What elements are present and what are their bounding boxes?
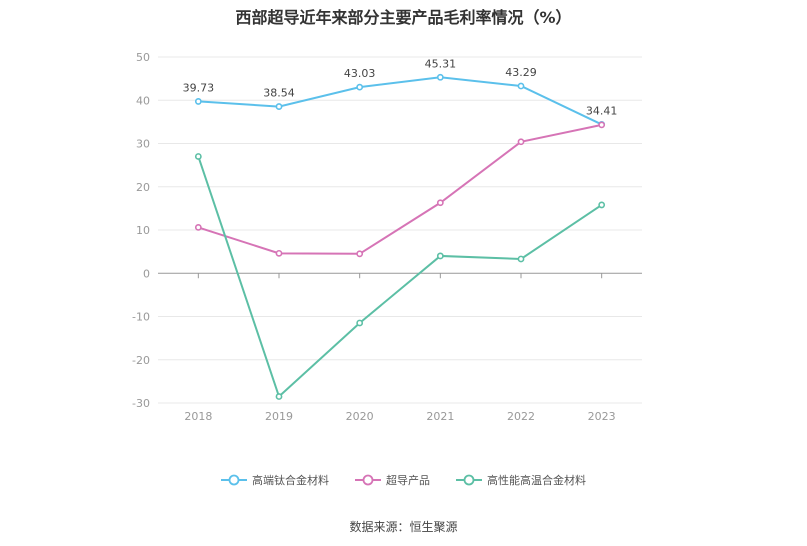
data-point [275, 393, 283, 400]
data-label: 39.73 [183, 81, 215, 94]
series-line [197, 156, 603, 399]
legend-item[interactable]: 高端钛合金材料 [221, 472, 329, 488]
x-tick-label: 2022 [507, 410, 535, 423]
chart-title: 西部超导近年来部分主要产品毛利率情况（%） [235, 8, 572, 27]
legend-swatch-marker [362, 474, 374, 486]
data-point [356, 319, 364, 327]
grid-lines [158, 56, 642, 404]
x-tick-label: 2020 [346, 410, 374, 423]
x-tick-label: 2021 [426, 410, 454, 423]
series-line [198, 123, 602, 255]
legend-item[interactable]: 超导产品 [355, 472, 430, 488]
y-tick-label: 30 [136, 138, 150, 151]
y-tick-label: 20 [136, 181, 150, 194]
data-label: 43.29 [505, 66, 537, 79]
data-point [517, 255, 525, 263]
x-tick-label: 2018 [184, 410, 212, 423]
legend-swatch-marker [463, 474, 475, 486]
data-point [356, 250, 364, 258]
series-line [198, 76, 603, 126]
data-point [356, 83, 364, 91]
data-point [194, 153, 202, 160]
legend-label: 超导产品 [386, 474, 430, 487]
data-point [194, 224, 202, 231]
y-tick-label: 10 [136, 224, 150, 237]
y-tick-label: -30 [132, 397, 150, 410]
legend-swatch [456, 474, 482, 486]
data-point [275, 249, 283, 257]
legend-swatch [221, 474, 247, 486]
y-tick-label: -20 [132, 354, 150, 367]
data-point [275, 103, 283, 110]
axes: 50 40 30 20 10 0 -10 -20 -30 2018 2019 2020 2021 2022… [132, 51, 642, 423]
series-lines [194, 73, 606, 400]
data-point [436, 199, 444, 207]
data-point [436, 252, 444, 260]
data-label: 34.41 [586, 104, 618, 117]
data-point [517, 138, 525, 146]
legend: 高端钛合金材料 超导产品 高性能高温合金材料 [0, 472, 807, 488]
legend-label: 高性能高温合金材料 [487, 474, 586, 487]
legend-swatch-marker [228, 474, 240, 486]
data-labels: 39.73 38.54 43.03 45.31 43.29 34.41 [183, 57, 618, 117]
data-point [598, 121, 606, 129]
y-tick-label: -10 [132, 311, 150, 324]
data-point [598, 201, 606, 209]
legend-item[interactable]: 高性能高温合金材料 [456, 472, 586, 488]
data-point [517, 82, 525, 90]
data-label: 43.03 [344, 67, 376, 80]
data-label: 45.31 [425, 57, 457, 70]
data-point [194, 98, 202, 105]
y-tick-label: 0 [143, 267, 150, 280]
source-note: 数据来源：恒生聚源 [349, 520, 458, 534]
x-tick-label: 2023 [588, 410, 616, 423]
legend-swatch [355, 474, 381, 486]
y-tick-label: 40 [136, 94, 150, 107]
x-tick-label: 2019 [265, 410, 293, 423]
data-label: 38.54 [263, 87, 295, 100]
data-point [436, 73, 444, 81]
y-tick-label: 50 [136, 51, 150, 64]
legend-label: 高端钛合金材料 [252, 474, 329, 487]
